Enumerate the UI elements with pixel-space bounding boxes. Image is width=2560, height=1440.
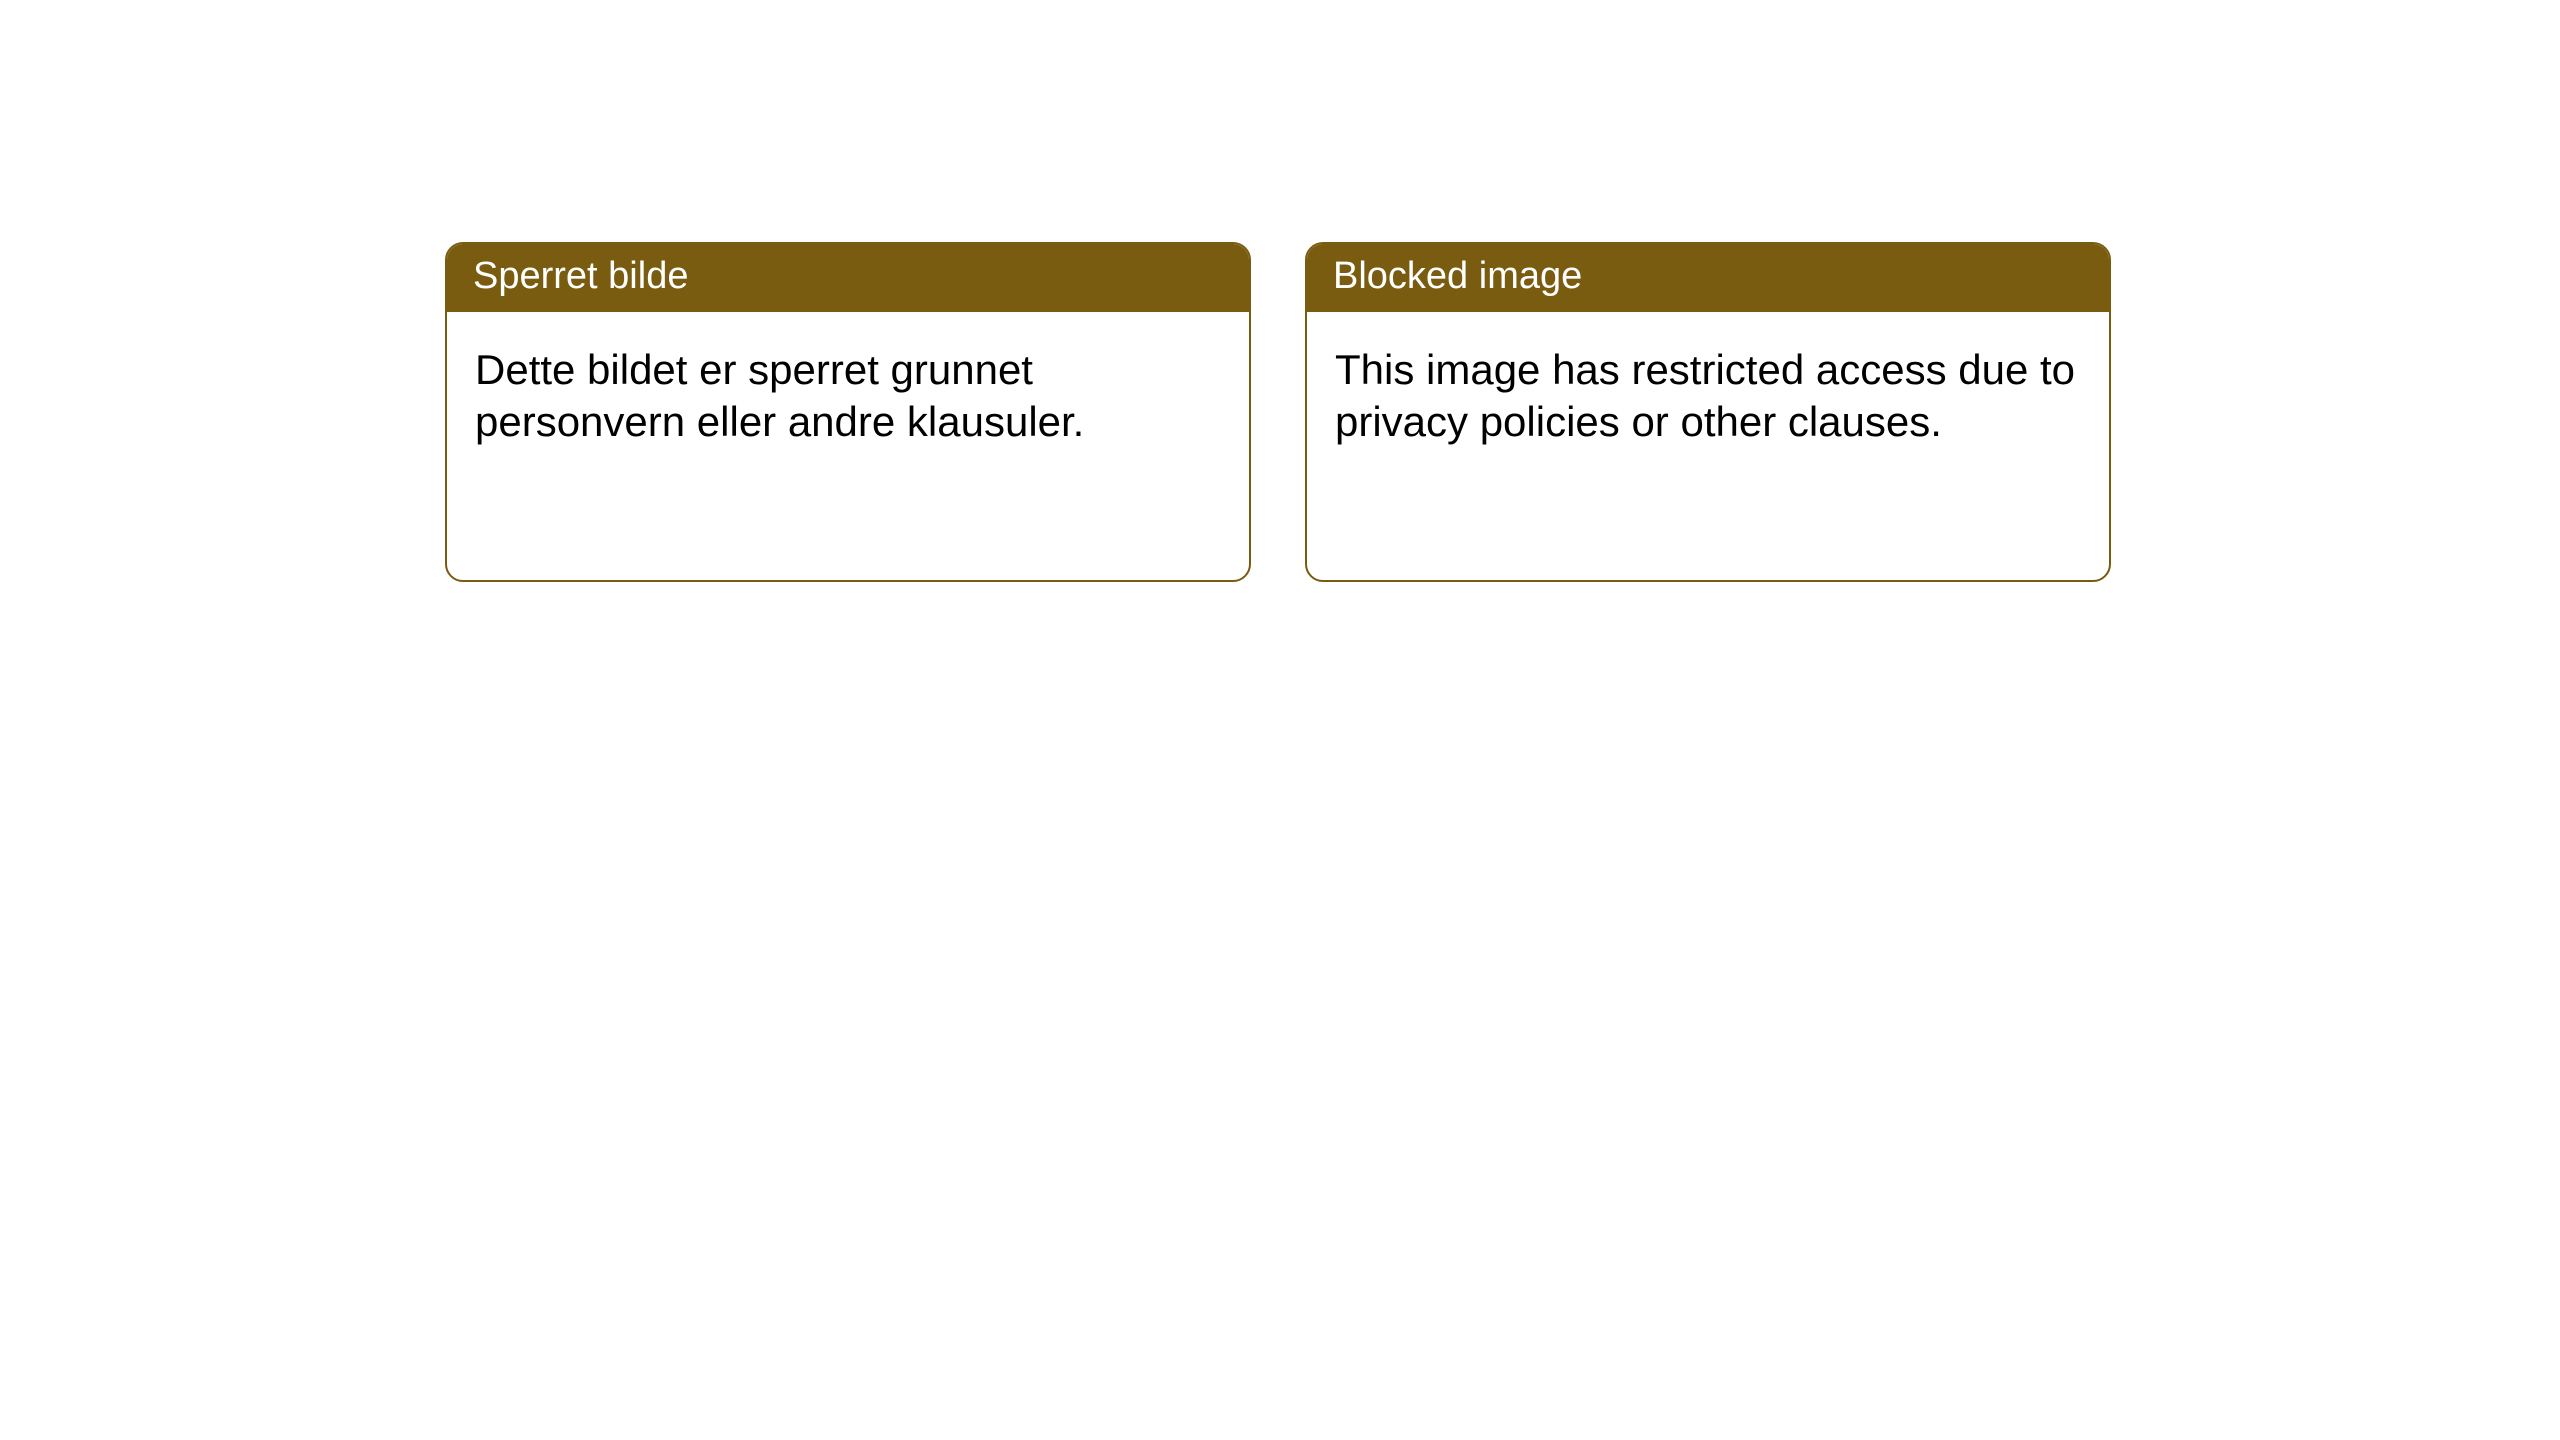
card-header: Blocked image bbox=[1307, 244, 2109, 312]
notice-card-english: Blocked image This image has restricted … bbox=[1305, 242, 2111, 582]
notice-cards-container: Sperret bilde Dette bildet er sperret gr… bbox=[445, 242, 2111, 582]
card-header: Sperret bilde bbox=[447, 244, 1249, 312]
card-body-text: Dette bildet er sperret grunnet personve… bbox=[475, 346, 1084, 446]
card-body: Dette bildet er sperret grunnet personve… bbox=[447, 312, 1249, 477]
card-body: This image has restricted access due to … bbox=[1307, 312, 2109, 477]
card-body-text: This image has restricted access due to … bbox=[1335, 346, 2075, 446]
card-title: Sperret bilde bbox=[473, 255, 688, 297]
notice-card-norwegian: Sperret bilde Dette bildet er sperret gr… bbox=[445, 242, 1251, 582]
card-title: Blocked image bbox=[1333, 255, 1582, 297]
